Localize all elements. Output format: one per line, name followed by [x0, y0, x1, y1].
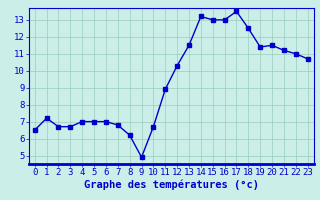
- X-axis label: Graphe des températures (°c): Graphe des températures (°c): [84, 180, 259, 190]
